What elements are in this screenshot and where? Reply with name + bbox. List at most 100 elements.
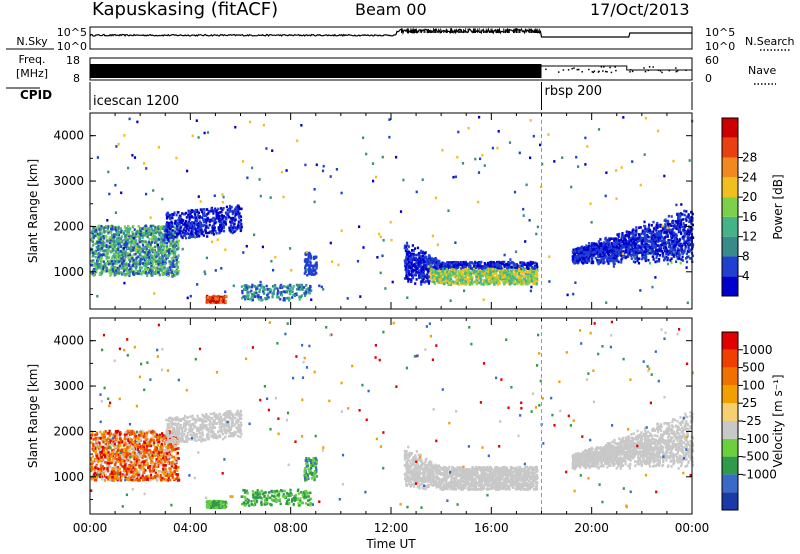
range-gate-cell <box>670 232 673 235</box>
range-gate-cell <box>125 263 128 266</box>
range-gate-cell <box>173 225 176 229</box>
range-gate-cell <box>163 235 166 239</box>
range-gate-cell <box>145 257 148 261</box>
range-gate-cell <box>499 277 502 281</box>
range-gate-cell <box>237 220 240 224</box>
range-gate-cell <box>447 272 450 276</box>
range-gate-cell <box>115 262 118 266</box>
range-gate-cell <box>625 234 628 238</box>
range-gate-cell <box>464 265 467 269</box>
range-gate-cell <box>169 233 172 237</box>
range-gate-cell <box>607 243 610 247</box>
range-gate-cell <box>98 234 101 238</box>
range-gate-cell <box>103 262 106 266</box>
range-gate-cell <box>174 222 177 225</box>
nave-dot <box>593 70 596 72</box>
range-gate-cell <box>609 259 612 263</box>
range-gate-cell <box>194 219 197 222</box>
range-gate-cell <box>206 231 209 235</box>
range-gate-cell <box>163 241 166 244</box>
nave-tick-top: 60 <box>705 54 719 67</box>
range-gate-cell <box>669 246 672 249</box>
range-gate-cell <box>603 250 607 254</box>
range-gate-cell <box>583 248 586 251</box>
range-gate-cell <box>443 266 446 270</box>
range-gate-cell <box>156 266 159 269</box>
range-gate-cell <box>464 262 467 265</box>
range-gate-cell <box>120 264 123 268</box>
range-gate-cell <box>501 277 504 281</box>
range-gate-cell <box>123 269 126 273</box>
range-gate-cell <box>236 205 239 208</box>
range-gate-cell <box>670 228 673 232</box>
range-gate-cell <box>123 259 126 263</box>
range-gate-cell <box>110 250 113 254</box>
range-gate-cell <box>146 245 149 249</box>
range-gate-cell <box>109 238 112 241</box>
range-gate-cell <box>612 262 615 266</box>
range-gate-cell <box>581 254 584 257</box>
range-gate-cell <box>505 262 508 266</box>
range-gate-cell <box>115 243 118 247</box>
range-gate-cell <box>216 214 219 217</box>
range-gate-cell <box>611 242 614 246</box>
range-gate-cell <box>433 258 437 261</box>
range-gate-cell <box>99 235 102 238</box>
range-gate-cell <box>637 261 641 265</box>
range-gate-cell <box>175 240 178 243</box>
range-gate-cell <box>464 274 467 277</box>
range-gate-cell <box>162 251 165 255</box>
range-gate-cell <box>194 222 197 225</box>
range-gate-cell <box>425 260 428 264</box>
range-gate-cell <box>231 228 234 232</box>
range-gate-cell <box>606 252 610 256</box>
range-gate-cell <box>129 254 132 258</box>
nave-dot <box>600 66 603 68</box>
range-gate-cell <box>524 279 527 283</box>
range-gate-cell <box>535 266 539 269</box>
range-gate-cell <box>133 270 136 273</box>
range-gate-cell <box>641 229 644 232</box>
range-gate-cell <box>163 266 166 269</box>
range-gate-cell <box>149 232 152 236</box>
range-gate-cell <box>628 243 631 247</box>
range-gate-cell <box>91 248 94 252</box>
range-gate-cell <box>605 238 608 241</box>
range-gate-cell <box>218 231 221 234</box>
range-gate-cell <box>664 218 667 222</box>
range-gate-cell <box>111 266 115 269</box>
range-gate-cell <box>506 266 509 269</box>
range-gate-cell <box>685 219 688 222</box>
range-gate-cell <box>524 275 527 278</box>
range-gate-cell <box>608 250 611 254</box>
range-gate-cell <box>152 249 155 253</box>
range-gate-cell <box>489 268 492 271</box>
range-gate-cell <box>419 275 422 278</box>
range-gate-cell <box>659 223 663 227</box>
range-gate-cell <box>522 262 525 265</box>
range-gate-cell <box>91 269 94 272</box>
freq-tick-top: 18 <box>66 54 80 67</box>
range-gate-cell <box>491 273 495 277</box>
range-gate-cell <box>126 252 129 255</box>
range-gate-cell <box>415 267 418 270</box>
range-gate-cell <box>479 268 482 272</box>
range-gate-cell <box>621 232 624 235</box>
nave-dot <box>581 70 583 73</box>
range-gate-cell <box>94 255 97 259</box>
range-gate-cell <box>138 237 141 240</box>
range-gate-cell <box>161 271 164 275</box>
range-gate-cell <box>107 268 110 272</box>
range-gate-cell <box>202 213 205 217</box>
range-gate-cell <box>114 266 117 270</box>
range-gate-cell <box>236 227 239 231</box>
range-gate-cell <box>615 255 618 259</box>
range-gate-cell <box>121 262 124 265</box>
range-gate-cell <box>229 225 233 229</box>
range-gate-cell <box>424 280 428 283</box>
range-gate-cell <box>587 245 590 249</box>
nave-dot <box>675 67 677 69</box>
range-gate-cell <box>527 275 530 278</box>
range-gate-cell <box>459 273 462 277</box>
range-gate-cell <box>98 241 101 244</box>
